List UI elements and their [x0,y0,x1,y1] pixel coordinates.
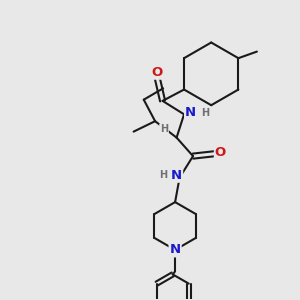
Text: N: N [169,243,181,256]
Text: H: H [202,108,210,118]
Text: O: O [215,146,226,159]
Text: H: H [160,124,168,134]
Text: N: N [185,106,196,119]
Text: N: N [171,169,182,182]
Text: H: H [159,170,167,180]
Text: O: O [152,66,163,79]
